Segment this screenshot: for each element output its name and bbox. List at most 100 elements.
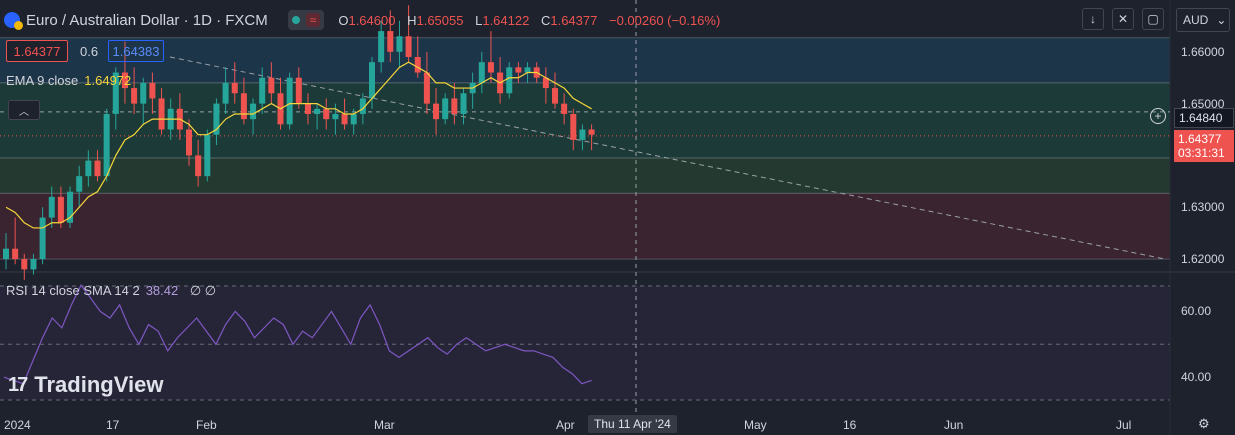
time-tick-label: 16 (843, 418, 857, 432)
market-status-pill[interactable]: ≈ (287, 10, 325, 30)
currency-select[interactable]: AUD ⌄ (1176, 8, 1230, 32)
candle-body (478, 62, 485, 83)
candle-body (314, 108, 321, 114)
candle-body (231, 82, 238, 94)
candle-body (85, 160, 92, 177)
rsi-tick-label: 60.00 (1181, 304, 1212, 319)
price-tick-label: 1.66000 (1181, 44, 1225, 59)
candle-body (48, 196, 55, 218)
candle-body (414, 56, 421, 73)
zone-mid (0, 82, 1170, 159)
candle-body (542, 77, 549, 89)
rsi-legend[interactable]: RSI 14 close SMA 14 2 38.42 ∅ ∅ (6, 283, 217, 298)
candle-body (94, 160, 101, 177)
candle-body (259, 77, 266, 104)
candle-body (552, 88, 558, 104)
candle-body (378, 31, 385, 63)
candle-body (250, 103, 257, 120)
zone-upper (0, 37, 1170, 83)
candle-body (524, 67, 531, 73)
time-tick-label: Mar (374, 418, 395, 432)
chevron-up-icon: ︿ (19, 106, 29, 118)
settings-gear-icon[interactable]: ⚙ (1198, 416, 1210, 431)
ohlc-readout: O1.64600 H1.65055 L1.64122 C1.64377 −0.0… (338, 12, 721, 28)
candle-body (396, 36, 403, 52)
candle-body (121, 72, 128, 89)
candle-body (76, 176, 83, 192)
symbol-flag-icon (4, 12, 23, 30)
buy-button[interactable]: 1.64383 (108, 40, 164, 62)
time-tick-label: Jul (1116, 418, 1132, 432)
collapse-pane-button[interactable]: ✕ (1112, 8, 1134, 30)
trend-line (169, 56, 1166, 260)
candle-body (588, 129, 595, 135)
candle-body (579, 129, 586, 140)
maximize-pane-button[interactable]: ▢ (1142, 8, 1164, 30)
arrow-down-icon: ↓ (1090, 12, 1096, 26)
price-tick-label: 1.62000 (1181, 252, 1225, 267)
candle-body (149, 82, 156, 99)
candle-body (387, 31, 394, 52)
candle-body (515, 67, 522, 73)
rsi-line (3, 283, 592, 385)
candle-body (332, 113, 339, 120)
time-tick-label: Jun (944, 418, 964, 432)
time-tick-label: 17 (106, 418, 120, 432)
time-tick-label: Feb (196, 418, 217, 432)
candle-body (3, 248, 9, 260)
candle-body (222, 82, 229, 104)
add-alert-plus-icon[interactable]: + (1150, 108, 1166, 124)
candle-body (30, 259, 37, 270)
candle-body (286, 77, 293, 125)
collapse-icon: ✕ (1117, 12, 1129, 26)
candle-body (487, 62, 494, 73)
candle-body (433, 103, 440, 120)
candle-body (158, 98, 165, 130)
price-tick-label: 1.63000 (1181, 200, 1225, 215)
crosshair-price-label: 1.64840 (1174, 108, 1234, 128)
collapse-legend-button[interactable]: ︿ (8, 100, 40, 120)
ema-line (5, 61, 592, 229)
candle-body (442, 98, 449, 120)
market-open-dot-icon (291, 16, 300, 24)
candle-body (268, 77, 275, 94)
candle-body (112, 72, 119, 114)
candle-body (21, 259, 28, 270)
spread-value: 0.6 (80, 44, 99, 59)
time-tick-label: May (744, 418, 767, 432)
time-tick-label: Apr (556, 418, 575, 432)
ema-legend[interactable]: EMA 9 close 1.64972 (6, 73, 132, 88)
tradingview-mark-icon: 17 (8, 373, 28, 396)
candle-body (323, 108, 330, 120)
candle-body (295, 77, 302, 104)
price-change: −0.00260 (−0.16%) (608, 12, 721, 28)
scroll-down-button[interactable]: ↓ (1082, 8, 1104, 30)
candle-body (140, 82, 147, 104)
candle-body (570, 113, 577, 140)
candle-body (405, 36, 412, 57)
candle-body (341, 113, 348, 125)
candle-body (67, 191, 74, 223)
last-price-label: 1.64377 03:31:31 (1174, 130, 1234, 162)
candle-body (195, 155, 202, 177)
chart-header: Euro / Australian Dollar · 1D · FXCM ≈ O… (4, 8, 728, 32)
candle-body (506, 67, 513, 94)
candle-body (451, 98, 458, 114)
symbol-title[interactable]: Euro / Australian Dollar · 1D · FXCM (26, 11, 268, 29)
candle-body (561, 103, 568, 114)
time-tick-label: 2024 (4, 418, 31, 432)
sell-button[interactable]: 1.64377 (6, 40, 68, 62)
data-delay-icon: ≈ (305, 13, 321, 27)
candle-body (240, 93, 247, 120)
candle-body (131, 88, 138, 104)
candle-body (350, 113, 357, 125)
price-tick-label: 1.65000 (1181, 96, 1225, 111)
candle-body (213, 103, 220, 135)
maximize-icon: ▢ (1147, 12, 1159, 26)
candle-body (12, 248, 19, 260)
candle-body (359, 98, 366, 114)
candle-body (39, 217, 46, 260)
zone-red (0, 193, 1170, 260)
candle-body (423, 72, 430, 104)
